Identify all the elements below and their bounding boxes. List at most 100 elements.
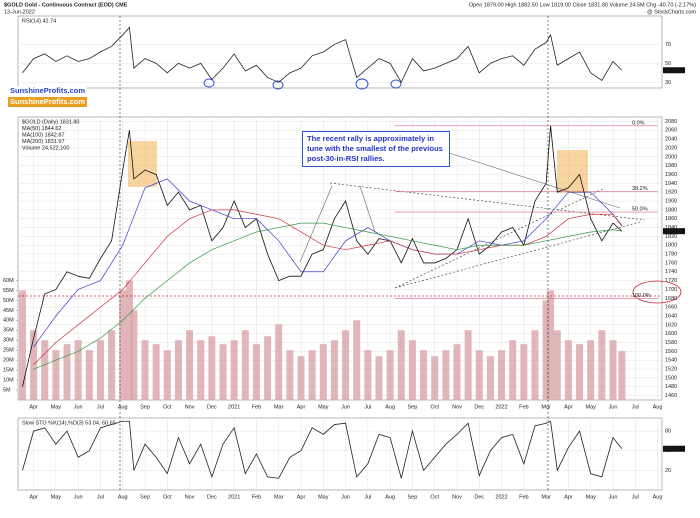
- x-tick-label: 2022: [495, 404, 507, 410]
- x-tick-label: Sep: [140, 404, 150, 410]
- x-tick-label: Jul: [364, 404, 371, 410]
- x-tick-label: May: [318, 404, 329, 410]
- volume-bar: [208, 336, 216, 400]
- volume-bar: [197, 340, 205, 400]
- x-tick-label: Oct: [430, 494, 439, 500]
- fib-label: 0.0%: [632, 120, 645, 126]
- fib-label: 100.0%: [632, 293, 651, 299]
- fib-label: 50.0%: [632, 207, 648, 213]
- rsi-circle: [272, 80, 284, 90]
- x-tick-label: Jul: [97, 494, 104, 500]
- series-line: [22, 420, 623, 479]
- volume-bar: [74, 340, 82, 400]
- legend-entry: MA(200) 1831.97: [22, 139, 65, 145]
- y-tick-label: 1860: [665, 216, 677, 222]
- volume-bar: [85, 350, 93, 400]
- source: @ StockCharts.com: [647, 9, 696, 15]
- x-tick-label: Jun: [609, 494, 618, 500]
- value-tag: [663, 228, 685, 235]
- y2-tick-label: 45M: [3, 308, 14, 314]
- x-tick-label: Jun: [609, 404, 618, 410]
- series-line: [33, 222, 622, 370]
- y-tick-label: 1880: [665, 207, 677, 213]
- volume-bar: [375, 356, 383, 400]
- y2-tick-label: 60M: [3, 278, 14, 284]
- x-tick-label: Mar: [541, 494, 551, 500]
- y-tick-label: 1980: [665, 163, 677, 169]
- chart-title: $GOLD Gold - Continuous Contract (EOD) C…: [4, 2, 128, 8]
- volume-bar: [108, 330, 116, 400]
- legend-entry: $GOLD (Daily) 1831.80: [22, 119, 79, 125]
- rsi-circle: [355, 78, 369, 90]
- legend-entry: RSI(14) 42.74: [22, 18, 56, 24]
- volume-bar: [547, 290, 555, 400]
- x-tick-label: Aug: [653, 404, 663, 410]
- y-tick-label: 1500: [665, 375, 677, 381]
- chart-date: 13-Jun-2022: [4, 9, 35, 15]
- volume-bar: [141, 340, 149, 400]
- x-tick-label: Apr: [564, 404, 573, 410]
- x-tick-label: Mar: [541, 404, 551, 410]
- volume-bar: [319, 344, 327, 400]
- y-tick-label: 1700: [665, 287, 677, 293]
- volume-bar: [564, 340, 572, 400]
- circle-highlight: [632, 280, 682, 304]
- y-tick-label: 1620: [665, 322, 677, 328]
- x-tick-label: Aug: [653, 494, 663, 500]
- x-tick-label: Jun: [74, 494, 83, 500]
- x-tick-label: Sep: [140, 494, 150, 500]
- volume-bar: [420, 350, 428, 400]
- y2-tick-label: 30M: [3, 338, 14, 344]
- x-tick-label: Oct: [163, 494, 172, 500]
- volume-bar: [30, 330, 38, 400]
- y2-tick-label: 15M: [3, 368, 14, 374]
- volume-bar: [542, 300, 550, 400]
- volume-bar: [297, 356, 305, 400]
- volume-bar: [453, 344, 461, 400]
- rsi-circle: [203, 78, 215, 88]
- y2-tick-label: 55M: [3, 288, 14, 294]
- x-tick-label: Mar: [274, 494, 284, 500]
- x-tick-label: May: [585, 494, 596, 500]
- value-tag-label: 42.74: [665, 68, 679, 74]
- x-tick-label: Jul: [632, 494, 639, 500]
- x-tick-label: 2022: [495, 494, 507, 500]
- x-tick-label: Feb: [519, 404, 528, 410]
- x-tick-label: Oct: [163, 404, 172, 410]
- y-tick-label: 1960: [665, 172, 677, 178]
- y-tick-label: 1940: [665, 181, 677, 187]
- x-tick-label: Apr: [29, 404, 38, 410]
- y-tick-label: 1740: [665, 269, 677, 275]
- volume-bar: [264, 336, 272, 400]
- y-tick-label: 2020: [665, 145, 677, 151]
- x-tick-label: Nov: [185, 494, 195, 500]
- volume-bar: [18, 290, 26, 400]
- x-tick-label: Apr: [297, 404, 306, 410]
- series-line: [33, 209, 623, 365]
- y-tick-label: 1900: [665, 198, 677, 204]
- volume-bar: [509, 340, 517, 400]
- x-tick-label: Feb: [519, 494, 528, 500]
- arrow: [299, 185, 333, 263]
- x-tick-label: May: [51, 404, 62, 410]
- y2-tick-label: 40M: [3, 318, 14, 324]
- y-tick-label: 1920: [665, 190, 677, 196]
- x-tick-label: Dec: [474, 404, 484, 410]
- x-tick-label: Apr: [297, 494, 306, 500]
- x-tick-label: Jun: [341, 494, 350, 500]
- y-tick-label: 1640: [665, 313, 677, 319]
- x-tick-label: Aug: [118, 494, 128, 500]
- y-tick-label: 2000: [665, 154, 677, 160]
- volume-bar: [618, 351, 626, 400]
- volume-bar: [152, 344, 160, 400]
- y-tick-label: 1800: [665, 243, 677, 249]
- y-tick-label: 1520: [665, 367, 677, 373]
- volume-bar: [386, 350, 394, 400]
- value-tag-label: 1831.8: [665, 229, 682, 235]
- volume-bar: [63, 344, 71, 400]
- x-tick-label: Nov: [452, 404, 462, 410]
- legend-entry: MA(50) 1844.62: [22, 126, 61, 132]
- x-tick-label: Sep: [408, 494, 418, 500]
- watermark: SunshineProfits.com: [8, 97, 88, 107]
